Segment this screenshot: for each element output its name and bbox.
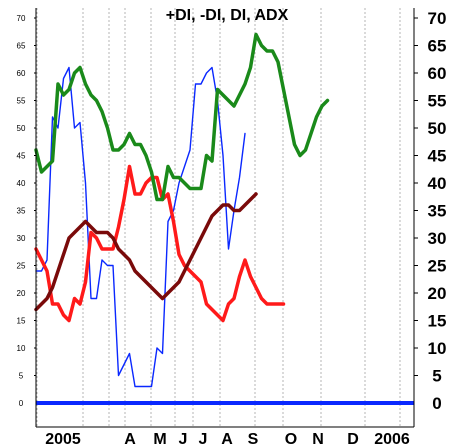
- y-tick-label-left: 40: [17, 179, 26, 188]
- y-tick-label-left: 5: [19, 372, 24, 381]
- y-tick-label-right: 65: [428, 37, 447, 56]
- y-tick-label-right: 50: [428, 119, 447, 138]
- y-tick-label-right: 45: [428, 147, 447, 166]
- x-tick-label: 2006: [374, 431, 410, 447]
- y-tick-label-left: 0: [19, 399, 24, 408]
- series-group: [34, 32, 414, 405]
- y-tick-label-left: 45: [17, 152, 26, 161]
- y-tick-label-left: 15: [17, 317, 26, 326]
- y-tick-label-right: 55: [428, 92, 447, 111]
- y-tick-label-left: 20: [17, 289, 26, 298]
- x-tick-label: A: [221, 431, 233, 447]
- y-tick-label-left: 70: [17, 14, 26, 23]
- x-tick-label: O: [285, 431, 297, 447]
- x-tick-label: M: [153, 431, 166, 447]
- x-tick-label: N: [312, 431, 324, 447]
- y-tick-label-left: 10: [17, 344, 26, 353]
- x-tick-label: J: [179, 431, 188, 447]
- y-tick-label-left: 55: [17, 97, 26, 106]
- x-tick-label: A: [124, 431, 136, 447]
- x-tick-label: S: [248, 431, 259, 447]
- y-tick-label-right: 35: [428, 202, 447, 221]
- series-line-plus-di: [34, 32, 330, 202]
- y-tick-label-right: 5: [432, 367, 441, 386]
- series-line-minus-di: [34, 164, 286, 323]
- y-tick-label-right: 0: [432, 394, 441, 413]
- chart-title: +DI, -DI, DI, ADX: [166, 7, 289, 24]
- grid: [36, 8, 401, 427]
- y-tick-label-right: 15: [428, 312, 447, 331]
- series-line-adx: [34, 192, 258, 312]
- x-tick-label: D: [347, 431, 359, 447]
- y-tick-label-left: 60: [17, 69, 26, 78]
- y-tick-label-left: 35: [17, 207, 26, 216]
- y-tick-label-right: 60: [428, 64, 447, 83]
- y-tick-label-left: 50: [17, 124, 26, 133]
- y-tick-label-right: 30: [428, 229, 447, 248]
- y-tick-label-left: 25: [17, 262, 26, 271]
- y-tick-label-right: 25: [428, 257, 447, 276]
- y-tick-label-right: 40: [428, 174, 447, 193]
- y-tick-label-left: 30: [17, 234, 26, 243]
- x-tick-label: 2005: [45, 431, 81, 447]
- y-tick-label-right: 70: [428, 9, 447, 28]
- y-tick-label-right: 20: [428, 284, 447, 303]
- y-tick-label-left: 65: [17, 42, 26, 51]
- y-tick-label-right: 10: [428, 339, 447, 358]
- x-tick-label: J: [199, 431, 208, 447]
